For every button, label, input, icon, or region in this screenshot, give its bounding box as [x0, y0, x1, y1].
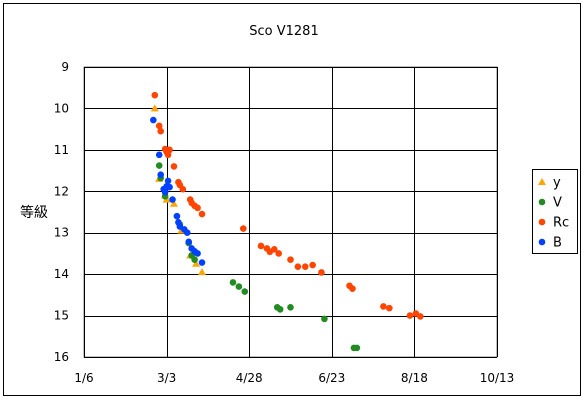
legend-item-b: B [538, 236, 562, 251]
y-tick-label: 14 [54, 267, 69, 281]
data-points [150, 91, 424, 352]
x-tick-label: 3/3 [157, 371, 176, 385]
y-tick-label: 12 [54, 184, 69, 198]
x-tick-label: 10/13 [480, 371, 515, 385]
data-point-b [166, 183, 173, 191]
legend-marker-rc [538, 218, 546, 226]
y-axis-tick-labels: 9 10 11 12 13 14 15 16 [54, 60, 69, 364]
legend-marker-v [538, 198, 546, 206]
data-point-rc [151, 91, 159, 99]
data-point-v [229, 279, 237, 286]
data-point-rc [386, 304, 393, 312]
chart-title: Sco V1281 [249, 24, 318, 39]
data-point-rc [349, 285, 356, 292]
data-point-rc [380, 303, 387, 310]
y-tick-label: 9 [61, 60, 69, 74]
data-point-b [173, 212, 181, 220]
data-point-y [198, 268, 206, 276]
data-point-y [169, 199, 178, 207]
y-tick-label: 11 [54, 143, 69, 157]
data-point-v [191, 256, 198, 263]
data-point-rc [164, 151, 172, 159]
legend-label-rc: Rc [553, 216, 569, 231]
y-tick-label: 10 [54, 101, 69, 115]
data-point-v [155, 162, 163, 169]
data-point-rc [240, 225, 247, 232]
legend-marker-b [538, 238, 546, 246]
data-point-rc [275, 250, 283, 257]
data-point-rc [157, 127, 164, 135]
data-point-v [241, 288, 249, 295]
y-tick-label: 13 [54, 226, 69, 240]
legend-label-v: V [553, 196, 562, 211]
y-tick-label: 16 [54, 350, 69, 364]
legend-item-rc: Rc [538, 216, 569, 231]
legend-item-v: V [538, 196, 562, 211]
legend-marker-y [538, 178, 546, 185]
x-tick-label: 1/6 [74, 371, 93, 385]
series-b [150, 116, 206, 266]
data-point-y [150, 104, 159, 112]
data-point-v [287, 303, 294, 311]
x-tick-label: 8/18 [401, 371, 428, 385]
data-point-v [353, 344, 361, 352]
data-point-y [192, 259, 201, 267]
x-tick-label: 4/28 [236, 371, 263, 385]
legend-label-y: y [553, 176, 561, 191]
data-point-rc [287, 256, 294, 263]
data-point-b [150, 116, 157, 124]
data-point-rc [417, 313, 424, 320]
data-point-rc [294, 263, 302, 270]
data-point-v [321, 315, 328, 323]
data-point-rc [406, 312, 414, 319]
data-point-rc [257, 242, 265, 250]
data-point-rc [179, 185, 187, 193]
data-point-b [164, 177, 172, 185]
data-point-b [169, 196, 176, 203]
data-point-b [157, 171, 164, 179]
x-axis-tick-labels: 1/6 3/3 4/28 6/23 8/18 10/13 [74, 371, 514, 385]
data-point-rc [194, 204, 201, 212]
data-point-b [198, 259, 206, 266]
data-point-b [155, 151, 163, 159]
data-point-rc [166, 146, 173, 154]
data-point-rc [170, 163, 178, 170]
data-point-b [183, 229, 191, 237]
data-point-rc [155, 122, 163, 130]
legend-label-b: B [553, 236, 562, 251]
plot-area [83, 66, 498, 358]
data-point-rc [309, 261, 316, 269]
y-tick-label: 15 [54, 309, 69, 323]
data-point-v [235, 283, 243, 290]
data-point-rc [270, 245, 278, 253]
data-point-rc [301, 263, 309, 270]
data-point-v [276, 306, 284, 313]
legend: yV Rc B [532, 169, 578, 254]
data-point-b [185, 238, 193, 246]
x-tick-label: 6/23 [318, 371, 345, 385]
y-axis-label: 等級 [20, 204, 48, 221]
legend-item-y: y [538, 176, 561, 191]
data-point-rc [198, 210, 206, 218]
data-point-b [194, 250, 201, 257]
data-point-rc [318, 269, 325, 276]
data-point-b [161, 188, 169, 196]
series-rc [151, 91, 424, 320]
